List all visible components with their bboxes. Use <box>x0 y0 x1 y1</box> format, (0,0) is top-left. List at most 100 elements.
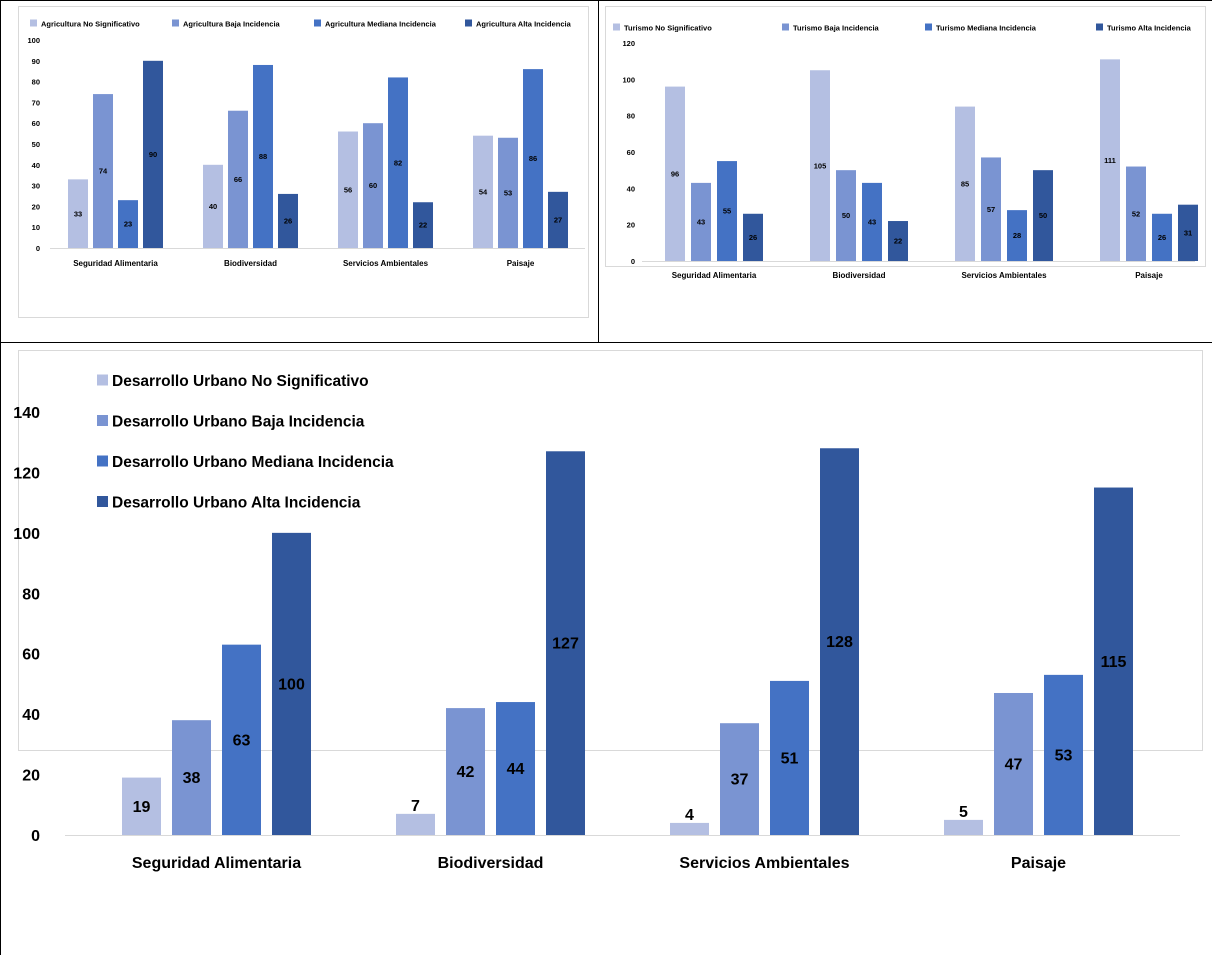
legend-label: Agricultura Baja Incidencia <box>183 19 281 28</box>
bar-agricultura-baja-incidencia-servicios-ambientales <box>363 123 383 248</box>
bar-agricultura-mediana-incidencia-servicios-ambientales <box>388 77 408 248</box>
y-tick-label: 0 <box>31 828 40 845</box>
legend-swatch <box>925 23 932 31</box>
legend-label: Agricultura Mediana Incidencia <box>325 19 437 28</box>
legend-label: Turismo No Significativo <box>624 23 712 32</box>
category-label: Biodiversidad <box>833 271 886 280</box>
data-label: 43 <box>868 218 876 227</box>
data-label: 4 <box>685 807 694 824</box>
data-label: 28 <box>1013 231 1021 240</box>
bar-agricultura-mediana-incidencia-paisaje <box>523 69 543 249</box>
bar-turismo-no-significativo-servicios-ambientales <box>955 106 975 261</box>
data-label: 51 <box>781 751 799 768</box>
data-label: 33 <box>74 209 82 218</box>
category-label: Servicios Ambientales <box>679 855 849 872</box>
y-tick-label: 10 <box>32 223 40 232</box>
data-label: 26 <box>284 217 292 226</box>
legend-swatch <box>97 455 108 467</box>
bar-desarrollo-urbano-no-significativo-paisaje <box>944 819 983 835</box>
data-label: 42 <box>457 764 475 781</box>
legend-label: Desarrollo Urbano Baja Incidencia <box>112 413 365 430</box>
y-tick-label: 60 <box>627 148 635 157</box>
legend-swatch <box>97 496 108 507</box>
legend-label: Desarrollo Urbano No Significativo <box>112 373 369 390</box>
bar-turismo-alta-incidencia-servicios-ambientales <box>1033 170 1053 261</box>
bar-turismo-mediana-incidencia-servicios-ambientales <box>1007 210 1027 261</box>
legend-label: Desarrollo Urbano Alta Incidencia <box>112 494 361 511</box>
bar-desarrollo-urbano-mediana-incidencia-servicios-ambientales <box>770 680 809 835</box>
data-label: 74 <box>99 167 108 176</box>
chart-agricultura: 0 10 20 30 40 50 60 70 80 90 100 33 74 23 90 Seguridad … <box>27 19 585 268</box>
data-label: 52 <box>1132 209 1140 218</box>
legend-swatch <box>465 19 472 27</box>
legend-label: Agricultura No Significativo <box>41 19 140 28</box>
data-label: 23 <box>124 220 132 229</box>
y-tick-label: 60 <box>22 647 40 664</box>
chart-3-frame <box>18 350 1203 751</box>
data-label: 53 <box>504 189 512 198</box>
chart-1-frame <box>18 6 589 318</box>
y-tick-label: 30 <box>32 182 40 191</box>
data-label: 27 <box>554 216 562 225</box>
y-tick-label: 40 <box>32 161 40 170</box>
category-label: Biodiversidad <box>224 259 277 268</box>
y-tick-label: 140 <box>13 405 40 422</box>
category-label: Biodiversidad <box>438 855 544 872</box>
bar-agricultura-mediana-incidencia-biodiversidad <box>253 64 273 249</box>
category-label: Seguridad Alimentaria <box>672 271 757 280</box>
data-label: 7 <box>411 798 420 815</box>
data-label: 111 <box>1104 156 1116 165</box>
bar-desarrollo-urbano-alta-incidencia-servicios-ambientales <box>820 448 859 835</box>
bar-agricultura-alta-incidencia-seguridad-alimentaria <box>143 60 163 248</box>
y-tick-label: 100 <box>622 75 635 84</box>
category-label: Paisaje <box>1011 855 1066 872</box>
y-tick-label: 120 <box>622 39 635 48</box>
y-tick-label: 100 <box>13 526 40 543</box>
data-label: 26 <box>1158 233 1166 242</box>
bar-agricultura-no-significativo-servicios-ambientales <box>338 131 358 248</box>
data-label: 47 <box>1005 757 1023 774</box>
bar-agricultura-no-significativo-seguridad-alimentaria <box>68 179 88 248</box>
y-tick-label: 40 <box>22 707 40 724</box>
bar-turismo-baja-incidencia-biodiversidad <box>836 170 856 261</box>
category-label: Servicios Ambientales <box>343 259 429 268</box>
bar-turismo-alta-incidencia-paisaje <box>1178 204 1198 261</box>
bar-desarrollo-urbano-mediana-incidencia-seguridad-alimentaria <box>222 644 261 835</box>
bar-desarrollo-urbano-baja-incidencia-biodiversidad <box>446 708 485 835</box>
category-label: Servicios Ambientales <box>961 271 1047 280</box>
data-label: 63 <box>233 732 251 749</box>
data-label: 19 <box>133 799 151 816</box>
data-label: 43 <box>697 218 705 227</box>
data-label: 90 <box>149 150 157 159</box>
legend-label: Desarrollo Urbano Mediana Incidencia <box>112 454 394 471</box>
data-label: 54 <box>479 187 488 196</box>
data-label: 88 <box>259 152 267 161</box>
legend-swatch <box>30 19 37 27</box>
data-label: 50 <box>842 211 850 220</box>
bar-agricultura-alta-incidencia-servicios-ambientales <box>413 202 433 248</box>
legend-label: Turismo Baja Incidencia <box>793 23 880 32</box>
bar-agricultura-baja-incidencia-biodiversidad <box>228 110 248 248</box>
y-tick-label: 20 <box>627 221 635 230</box>
legend-swatch <box>172 19 179 27</box>
legend-swatch <box>97 374 108 386</box>
bar-turismo-baja-incidencia-servicios-ambientales <box>981 157 1001 261</box>
data-label: 38 <box>183 770 201 787</box>
data-label: 60 <box>369 181 377 190</box>
bar-desarrollo-urbano-mediana-incidencia-biodiversidad <box>496 702 535 835</box>
y-tick-label: 90 <box>32 57 40 66</box>
bar-desarrollo-urbano-alta-incidencia-biodiversidad <box>546 451 585 835</box>
y-tick-label: 0 <box>36 244 40 253</box>
data-label: 86 <box>529 154 537 163</box>
y-tick-label: 80 <box>22 586 40 603</box>
y-tick-label: 80 <box>32 78 40 87</box>
data-label: 31 <box>1184 228 1192 237</box>
data-label: 26 <box>749 233 757 242</box>
bar-desarrollo-urbano-mediana-incidencia-paisaje <box>1044 674 1083 835</box>
bar-desarrollo-urbano-baja-incidencia-seguridad-alimentaria <box>172 720 211 835</box>
bar-desarrollo-urbano-baja-incidencia-servicios-ambientales <box>720 723 759 835</box>
bar-agricultura-alta-incidencia-biodiversidad <box>278 193 298 248</box>
legend-swatch <box>97 415 108 426</box>
legend-label: Agricultura Alta Incidencia <box>476 19 572 28</box>
